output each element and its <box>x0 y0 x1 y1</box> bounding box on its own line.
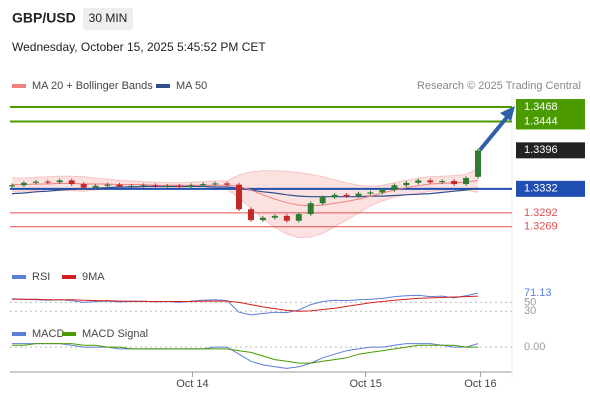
candle-body <box>176 185 183 188</box>
y-tick-label: 30 <box>524 305 536 317</box>
candle-body <box>224 183 231 185</box>
legend-swatch <box>156 84 170 88</box>
candle-body <box>391 185 398 191</box>
level-label: 1.3292 <box>524 207 558 219</box>
candle-body <box>44 181 51 183</box>
candle-body <box>271 215 278 218</box>
ma50-line <box>11 185 479 198</box>
candle-body <box>236 184 243 210</box>
legend-swatch <box>12 84 26 88</box>
plot: MA 20 + Bollinger Bands MA 50 1.3468 1.3444… <box>8 80 585 390</box>
candle-body <box>463 178 470 185</box>
candle-body <box>20 182 27 186</box>
candle-body <box>128 185 135 187</box>
candle-body <box>164 185 171 187</box>
candle-body <box>451 181 458 185</box>
datetime: Wednesday, October 15, 2025 5:45:52 PM C… <box>12 40 266 54</box>
candle-body <box>355 193 362 197</box>
legend-swatch <box>12 275 26 279</box>
candle-body <box>295 214 302 221</box>
candle-body <box>307 203 314 215</box>
candle-body <box>331 194 338 198</box>
rsi-last-label: 71.13 <box>524 287 552 299</box>
candle-body <box>8 185 15 187</box>
candle-body <box>200 184 207 186</box>
interval: 30 MIN <box>89 11 128 25</box>
candle-body <box>259 217 266 221</box>
x-tick-label: Oct 15 <box>349 378 381 390</box>
symbol: GBP/USD <box>12 10 76 26</box>
rsi-line <box>12 295 479 312</box>
candle-body <box>152 185 159 187</box>
candle-body <box>212 183 219 185</box>
y-tick-label: 50 <box>524 296 536 308</box>
legend-swatch <box>62 332 76 336</box>
level-label: 1.3444 <box>524 115 558 127</box>
macd-line <box>12 343 478 364</box>
level-label: 1.3269 <box>524 221 558 233</box>
level-label: 1.3396 <box>524 144 558 156</box>
candle-body <box>140 185 147 187</box>
rsi-line <box>11 292 479 316</box>
candle-body <box>188 185 195 188</box>
target-arrow <box>478 114 510 152</box>
interval-box <box>83 8 133 30</box>
level-label: 1.3332 <box>524 183 558 195</box>
y-tick-label: 0.00 <box>524 341 545 353</box>
candle-body <box>80 184 87 188</box>
legend-label: MA 20 + Bollinger Bands <box>32 80 153 92</box>
candle-body <box>403 182 410 186</box>
arrow-head <box>500 106 515 121</box>
candle-body <box>247 209 254 221</box>
candle-body <box>379 190 386 193</box>
level-box <box>516 142 585 159</box>
macd-line <box>12 343 479 369</box>
level-box <box>516 180 585 197</box>
level-box <box>516 113 585 130</box>
legend-label: MA 50 <box>176 80 207 92</box>
candle-body <box>32 181 39 183</box>
x-tick-label: Oct 16 <box>464 378 496 390</box>
level-label: 1.3468 <box>524 101 558 113</box>
candle-body <box>104 184 111 186</box>
x-tick-label: Oct 14 <box>176 378 208 390</box>
legend-label: 9MA <box>82 271 105 283</box>
legend-label: MACD Signal <box>82 328 148 340</box>
candle-body <box>439 181 446 183</box>
candle-body <box>92 185 99 188</box>
candle-body <box>427 180 434 183</box>
level-box <box>516 99 585 116</box>
candle-body <box>343 194 350 197</box>
candle-body <box>475 150 482 177</box>
credit: Research © 2025 Trading Central <box>417 80 581 92</box>
candle-body <box>56 180 63 183</box>
candle-body <box>116 184 123 187</box>
legend-swatch <box>12 332 26 336</box>
bollinger-lower <box>12 187 479 239</box>
candle-body <box>283 215 290 221</box>
candle-body <box>367 192 374 194</box>
bollinger-upper <box>12 167 479 187</box>
candle-body <box>415 180 422 183</box>
legend-swatch <box>62 275 76 279</box>
candle-body <box>68 180 75 185</box>
candle-body <box>319 197 326 204</box>
legend-label: RSI <box>32 271 50 283</box>
legend-label: MACD <box>32 328 64 340</box>
ma20-line <box>12 179 479 207</box>
